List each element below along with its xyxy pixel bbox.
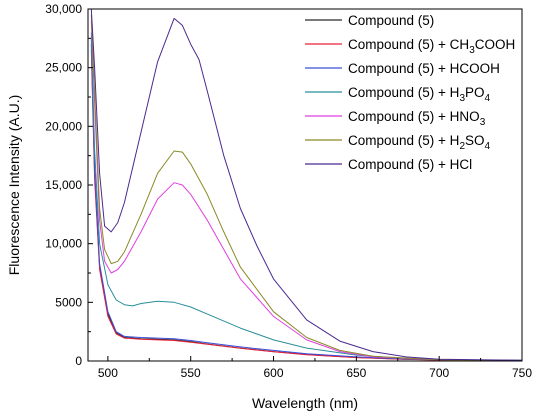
- legend-label-part: Compound (5) + HCOOH: [348, 61, 500, 76]
- legend-item: Compound (5) + HCl: [305, 157, 472, 172]
- series-line-3: [90, 38, 523, 361]
- legend-label-part: SO: [465, 133, 485, 148]
- legend-label-part: Compound (5) + H: [348, 85, 459, 100]
- legend-item: Compound (5) + HNO3: [305, 109, 486, 128]
- legend-label: Compound (5) + HNO3: [348, 109, 486, 128]
- y-tick-label: 0: [75, 354, 82, 368]
- legend-subscript: 2: [459, 141, 465, 152]
- legend-label: Compound (5) + H3PO4: [348, 85, 491, 104]
- y-tick-label: 5000: [55, 295, 82, 309]
- legend-subscript: 3: [459, 93, 465, 104]
- y-axis-title: Fluorescence Intensity (A.U.): [6, 95, 22, 276]
- x-tick-label: 500: [98, 366, 118, 380]
- x-axis: 500 550 600 650 700 750: [98, 356, 532, 380]
- series-line-7: [90, 8, 523, 361]
- series-line-5: [90, 20, 523, 361]
- legend-label-part: Compound (5) + CH: [348, 37, 469, 52]
- legend-subscript: 3: [480, 117, 486, 128]
- legend: Compound (5)Compound (5) + CH3COOHCompou…: [305, 13, 515, 172]
- x-tick-label: 550: [181, 366, 201, 380]
- legend-label-part: Compound (5) + HNO: [348, 109, 480, 124]
- legend-label: Compound (5) + H2SO4: [348, 133, 491, 152]
- legend-subscript: 3: [469, 45, 475, 56]
- x-tick-label: 650: [346, 366, 366, 380]
- y-axis: 0 5000 10,000 15,000 20,000 25,000 30,000: [45, 2, 93, 368]
- legend-label: Compound (5) + HCl: [348, 157, 472, 172]
- legend-item: Compound (5) + HCOOH: [305, 61, 500, 76]
- legend-label-part: PO: [465, 85, 485, 100]
- y-tick-label: 30,000: [45, 2, 82, 16]
- legend-label: Compound (5): [348, 13, 434, 28]
- legend-label: Compound (5) + CH3COOH: [348, 37, 515, 56]
- legend-label: Compound (5) + HCOOH: [348, 61, 500, 76]
- x-axis-title: Wavelength (nm): [252, 395, 358, 411]
- legend-item: Compound (5) + H2SO4: [305, 133, 491, 152]
- series-layer: [90, 8, 523, 361]
- y-tick-label: 25,000: [45, 61, 82, 75]
- y-tick-label: 10,000: [45, 237, 82, 251]
- x-tick-label: 750: [512, 366, 532, 380]
- y-tick-label: 20,000: [45, 119, 82, 133]
- x-tick-label: 700: [429, 366, 449, 380]
- legend-item: Compound (5): [305, 13, 434, 28]
- legend-label-part: Compound (5) + HCl: [348, 157, 472, 172]
- y-tick-label: 15,000: [45, 178, 82, 192]
- series-line-6: [90, 14, 523, 361]
- legend-label-part: Compound (5) + H: [348, 133, 459, 148]
- series-line-4: [90, 32, 523, 361]
- legend-subscript: 4: [485, 93, 491, 104]
- x-tick-label: 600: [264, 366, 284, 380]
- legend-item: Compound (5) + H3PO4: [305, 85, 491, 104]
- legend-subscript: 4: [485, 141, 491, 152]
- legend-item: Compound (5) + CH3COOH: [305, 37, 515, 56]
- series-line-2: [90, 50, 523, 361]
- legend-label-part: Compound (5): [348, 13, 434, 28]
- legend-label-part: COOH: [475, 37, 516, 52]
